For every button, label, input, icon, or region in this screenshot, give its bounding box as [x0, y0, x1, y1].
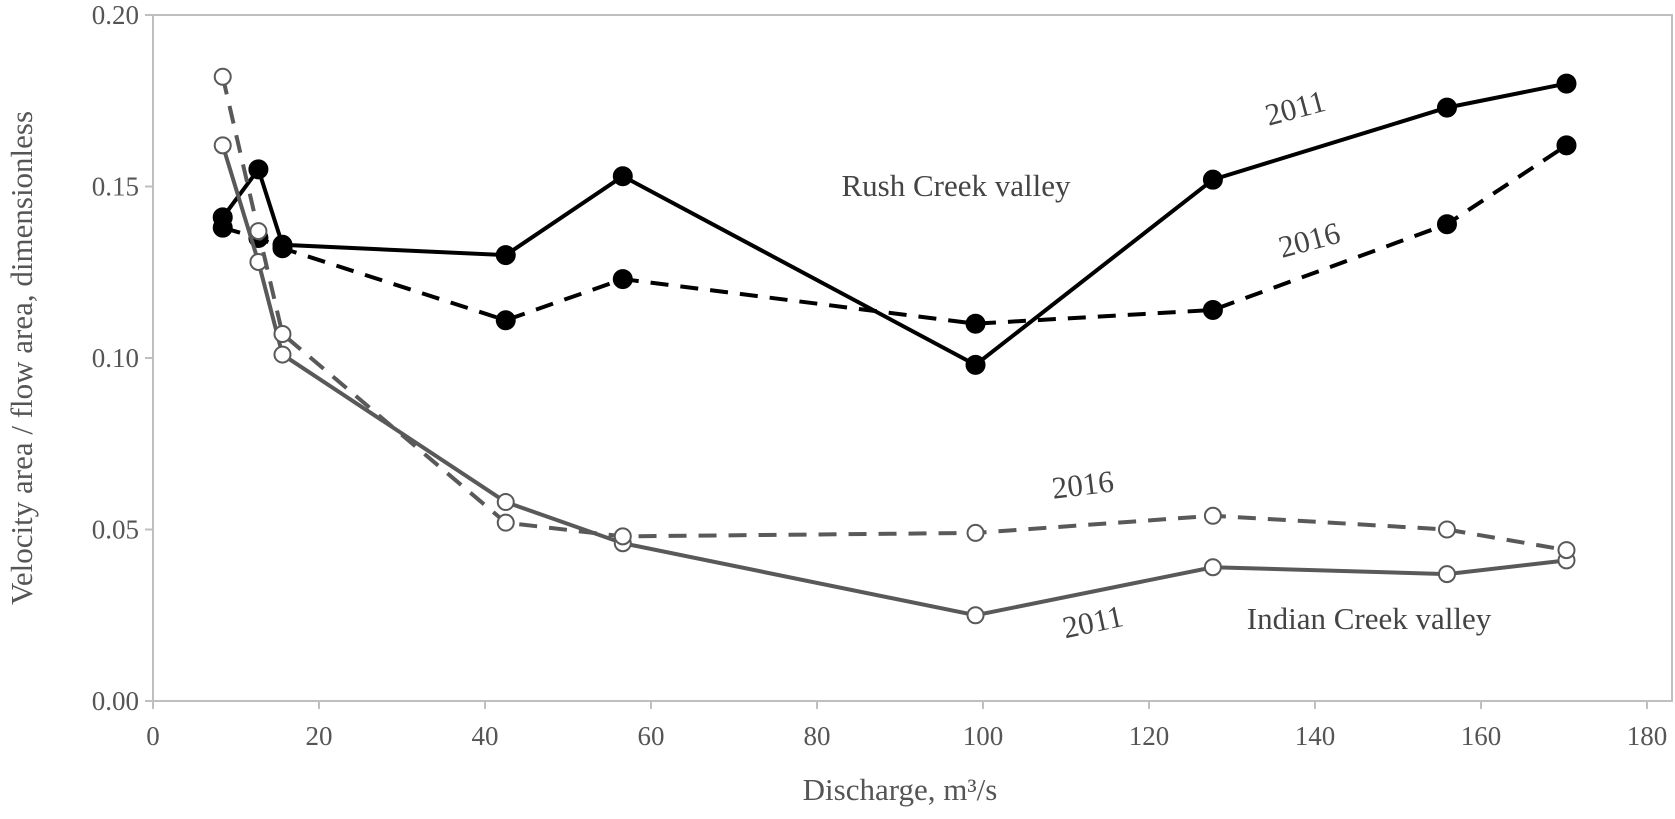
data-point [273, 324, 292, 343]
data-point [495, 245, 516, 266]
data-point [1203, 558, 1222, 577]
data-point [1202, 299, 1223, 320]
x-tick-label: 120 [1129, 721, 1170, 751]
data-point [1437, 520, 1456, 539]
data-point [272, 238, 293, 259]
data-point [273, 345, 292, 364]
data-point [1202, 169, 1223, 190]
series-line [221, 81, 1567, 368]
data-point [1557, 541, 1576, 560]
series [212, 73, 1577, 375]
data-point [966, 606, 985, 625]
data-point [1203, 506, 1222, 525]
data-point [1437, 565, 1456, 584]
annotation: Rush Creek valley [841, 168, 1071, 203]
data-point [248, 159, 269, 180]
x-tick-label: 40 [472, 721, 499, 751]
data-point [496, 513, 515, 532]
x-tick-label: 80 [804, 721, 831, 751]
data-point [249, 222, 268, 241]
y-tick-label: 0.20 [92, 0, 139, 30]
series [212, 135, 1577, 334]
data-point [213, 136, 232, 155]
y-tick-label: 0.05 [92, 515, 139, 545]
series [213, 67, 1576, 560]
annotation: Indian Creek valley [1247, 601, 1492, 636]
data-point [612, 269, 633, 290]
annotation: 2011 [1261, 83, 1329, 133]
y-tick-label: 0.15 [92, 172, 139, 202]
data-point [613, 527, 632, 546]
x-tick-label: 20 [306, 721, 333, 751]
y-axis-title: Velocity area / flow area, dimensionless [4, 111, 39, 605]
series [213, 136, 1576, 625]
x-tick-label: 140 [1295, 721, 1336, 751]
data-point [1556, 135, 1577, 156]
data-point [213, 67, 232, 86]
x-tick-label: 180 [1627, 721, 1668, 751]
x-tick-label: 160 [1461, 721, 1502, 751]
y-tick-label: 0.10 [92, 343, 139, 373]
data-point [612, 166, 633, 187]
data-point [495, 310, 516, 331]
annotation: 2016 [1050, 463, 1116, 505]
x-axis-title: Discharge, m³/s [803, 772, 998, 807]
series-line [220, 144, 1567, 618]
data-point [212, 217, 233, 238]
data-point [965, 313, 986, 334]
y-tick-label: 0.00 [92, 686, 139, 716]
x-tick-label: 60 [638, 721, 665, 751]
annotation: 2016 [1275, 215, 1344, 265]
x-tick-label: 100 [963, 721, 1004, 751]
data-point [966, 523, 985, 542]
data-point [496, 493, 515, 512]
annotation: 2011 [1059, 598, 1126, 645]
data-point [1436, 214, 1457, 235]
plot-frame [152, 14, 1673, 702]
x-tick-label: 0 [146, 721, 160, 751]
data-point [1556, 73, 1577, 94]
data-point [965, 354, 986, 375]
data-point [1436, 97, 1457, 118]
